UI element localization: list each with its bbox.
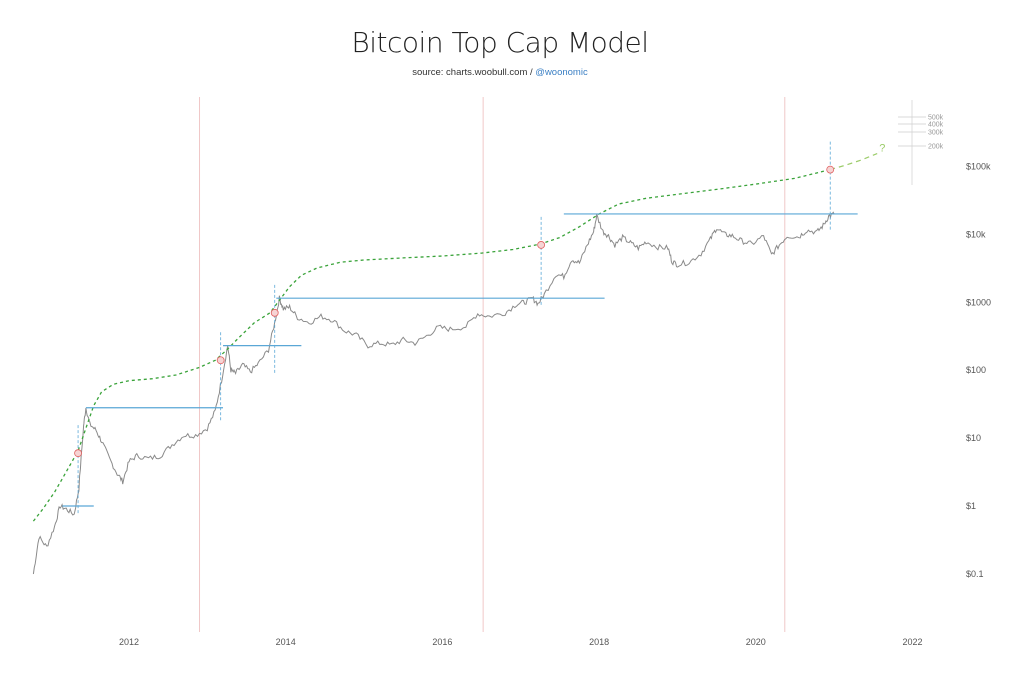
projection-tick-label: 500k	[928, 115, 944, 122]
chart-title: Bitcoin Top Cap Model	[351, 26, 649, 59]
cycle-top-marker	[826, 165, 835, 174]
projection-tick-label: 400k	[928, 122, 944, 129]
cycle-top-marker	[537, 241, 546, 249]
x-tick-label: 2014	[276, 637, 296, 647]
projection-question-mark: ?	[879, 143, 885, 155]
author-handle-link[interactable]: @woonomic	[535, 67, 588, 78]
projection-tick-label: 200k	[928, 144, 944, 151]
price-line	[32, 211, 835, 575]
cycle-top-marker	[270, 308, 279, 317]
y-tick-label: $10k	[966, 229, 986, 239]
source-text: source: charts.woobull.com /	[412, 67, 533, 78]
y-tick-label: $1	[966, 501, 976, 511]
x-tick-label: 2016	[432, 637, 452, 647]
y-tick-label: $10	[966, 433, 981, 443]
projection-line	[830, 153, 878, 171]
y-tick-label: $100k	[966, 162, 991, 172]
y-tick-label: $0.1	[966, 569, 984, 579]
x-tick-label: 2022	[902, 637, 922, 647]
y-tick-label: $100	[966, 365, 986, 375]
x-tick-label: 2012	[119, 637, 139, 647]
cycle-top-marker	[216, 356, 225, 365]
x-tick-label: 2018	[589, 637, 609, 647]
x-tick-label: 2020	[746, 637, 766, 647]
top-cap-line	[32, 168, 831, 522]
y-tick-label: $1000	[966, 297, 991, 307]
chart-subtitle: source: charts.woobull.com / @woonomic	[0, 67, 1000, 78]
cycle-top-marker	[74, 449, 82, 458]
projection-tick-label: 300k	[928, 130, 944, 137]
